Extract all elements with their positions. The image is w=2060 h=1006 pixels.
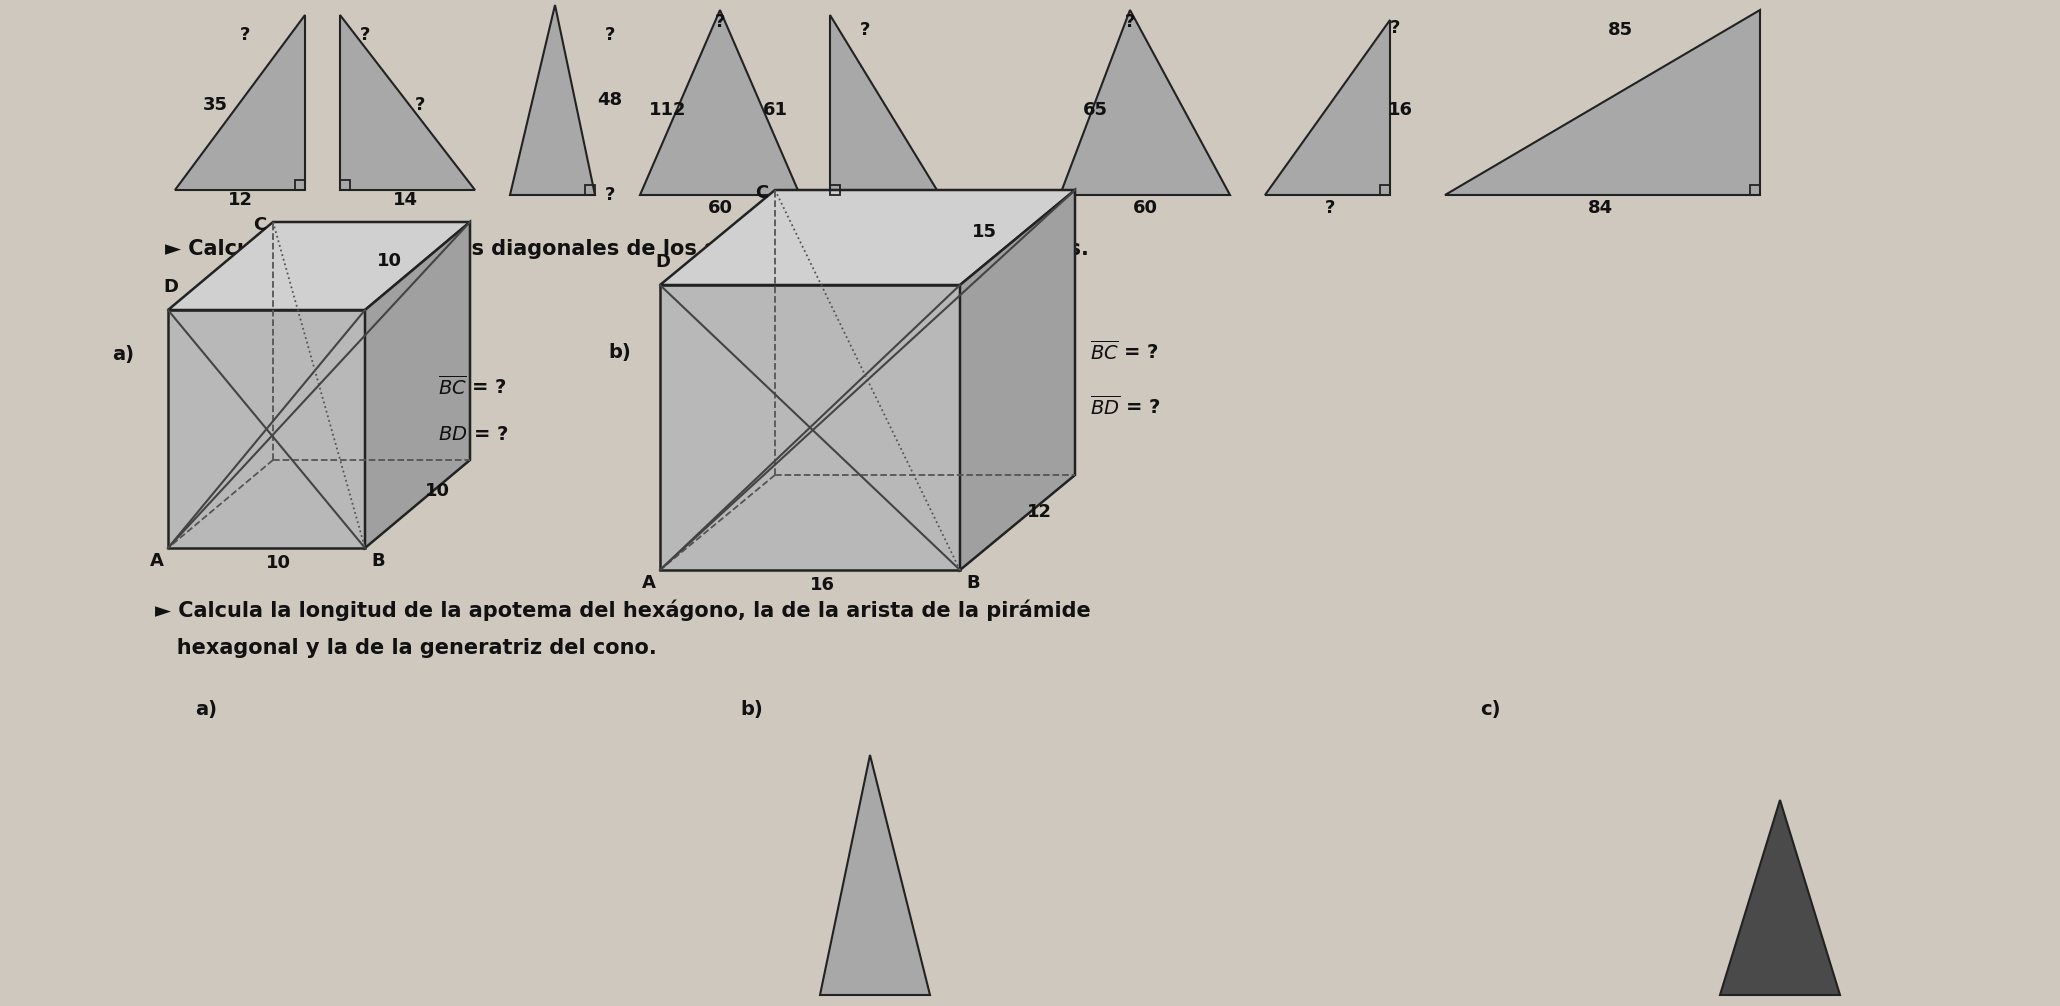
Text: 85: 85 xyxy=(1607,21,1634,39)
Text: 61: 61 xyxy=(762,101,787,119)
Polygon shape xyxy=(659,190,1075,285)
Text: $\overline{BC}$ = ?: $\overline{BC}$ = ? xyxy=(1090,340,1160,364)
Text: $BD$ = ?: $BD$ = ? xyxy=(439,425,509,444)
Text: ► Calcula la longitud de la apotema del hexágono, la de la arista de la pirámide: ► Calcula la longitud de la apotema del … xyxy=(154,600,1090,621)
Text: C: C xyxy=(756,184,768,202)
Polygon shape xyxy=(511,5,595,195)
Text: D: D xyxy=(655,253,670,271)
Text: 48: 48 xyxy=(597,91,622,109)
Text: 112: 112 xyxy=(649,101,686,119)
Text: 10: 10 xyxy=(266,554,290,572)
Text: c): c) xyxy=(1479,700,1500,719)
Polygon shape xyxy=(1444,10,1759,195)
Text: ?: ? xyxy=(859,21,869,39)
Polygon shape xyxy=(340,15,476,190)
Text: 60: 60 xyxy=(707,199,733,217)
Text: ?: ? xyxy=(1390,19,1401,37)
Text: C: C xyxy=(253,216,266,234)
Text: A: A xyxy=(643,574,655,592)
Text: 10: 10 xyxy=(377,252,402,270)
Text: 15: 15 xyxy=(972,223,997,241)
Text: 12: 12 xyxy=(227,191,253,209)
Polygon shape xyxy=(169,310,365,548)
Polygon shape xyxy=(960,190,1075,570)
Text: ?: ? xyxy=(715,13,725,31)
Polygon shape xyxy=(175,15,305,190)
Text: 12: 12 xyxy=(1028,503,1053,521)
Text: ?: ? xyxy=(414,96,424,114)
Polygon shape xyxy=(1061,10,1230,195)
Polygon shape xyxy=(830,15,939,195)
Text: $\overline{BC}$ = ?: $\overline{BC}$ = ? xyxy=(439,375,507,399)
Text: 84: 84 xyxy=(1588,199,1613,217)
Polygon shape xyxy=(659,285,960,570)
Text: a): a) xyxy=(196,700,216,719)
Polygon shape xyxy=(365,222,470,548)
Text: B: B xyxy=(966,574,981,592)
Text: ?: ? xyxy=(239,26,249,44)
Text: $\overline{BD}$ = ?: $\overline{BD}$ = ? xyxy=(1090,395,1160,420)
Text: ?: ? xyxy=(606,26,616,44)
Text: A: A xyxy=(150,552,165,570)
Text: B: B xyxy=(371,552,385,570)
Text: ?: ? xyxy=(360,26,371,44)
Polygon shape xyxy=(169,222,470,310)
Text: 16: 16 xyxy=(810,576,834,594)
Text: 14: 14 xyxy=(393,191,418,209)
Text: hexagonal y la de la generatriz del cono.: hexagonal y la de la generatriz del cono… xyxy=(154,638,657,658)
Text: 16: 16 xyxy=(1388,101,1413,119)
Text: ?: ? xyxy=(606,186,616,204)
Polygon shape xyxy=(641,10,799,195)
Text: a): a) xyxy=(111,345,134,364)
Polygon shape xyxy=(1265,20,1390,195)
Text: ► Calcula la longitud de las diagonales de los siguientes cuerpos geométricos.: ► Calcula la longitud de las diagonales … xyxy=(165,237,1090,259)
Polygon shape xyxy=(1720,800,1840,995)
Text: ?: ? xyxy=(1325,199,1335,217)
Text: 10: 10 xyxy=(424,482,449,500)
Text: b): b) xyxy=(740,700,762,719)
Text: 60: 60 xyxy=(1133,199,1158,217)
Text: 35: 35 xyxy=(202,96,227,114)
Text: ?: ? xyxy=(1125,13,1135,31)
Text: D: D xyxy=(163,278,177,296)
Text: 65: 65 xyxy=(1082,101,1108,119)
Polygon shape xyxy=(820,754,929,995)
Text: b): b) xyxy=(608,343,630,362)
